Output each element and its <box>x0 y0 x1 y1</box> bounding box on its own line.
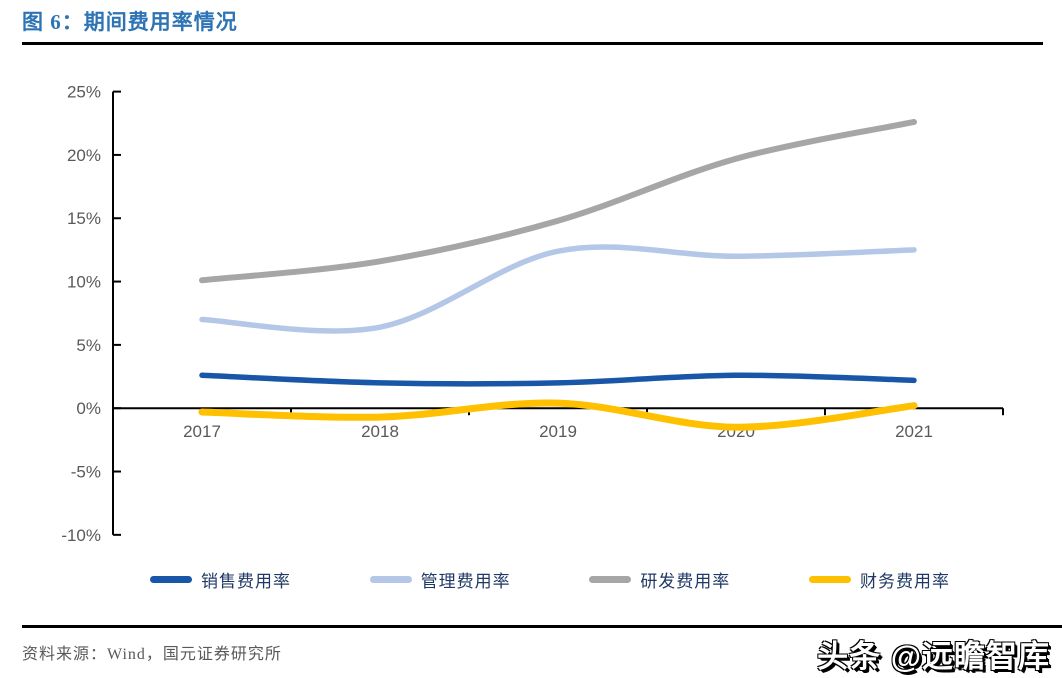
series-line-3 <box>199 118 917 284</box>
legend-label: 研发费用率 <box>640 571 731 591</box>
series-line-4 <box>198 399 918 431</box>
legend-swatch <box>369 575 412 583</box>
source-note: 资料来源：Wind，国元证券研究所 <box>22 646 282 663</box>
legend-label: 财务费用率 <box>859 571 950 591</box>
series-line-1 <box>199 372 917 387</box>
legend-item-1: 销售费用率 <box>150 567 291 592</box>
footer-divider-line <box>22 625 1062 628</box>
legend-item-4: 财务费用率 <box>808 567 950 592</box>
y-axis-tick-label: 5% <box>76 336 101 355</box>
x-axis-tick-label: 2021 <box>895 422 933 441</box>
legend-swatch <box>808 575 851 583</box>
figure-title: 图 6：期间费用率情况 <box>22 10 238 34</box>
y-axis-tick-label: 10% <box>67 273 101 292</box>
legend-item-3: 研发费用率 <box>589 567 730 592</box>
y-axis-tick-label: 20% <box>67 146 101 165</box>
legend-label: 管理费用率 <box>420 571 511 591</box>
title-divider-line <box>22 42 1043 45</box>
y-axis-tick-label: 15% <box>67 209 101 228</box>
legend-label: 销售费用率 <box>201 571 291 591</box>
x-axis-tick-label: 2019 <box>539 422 577 441</box>
watermark-toutiao: 头条 @远瞻智库 <box>817 639 1050 674</box>
x-axis-tick-label: 2017 <box>183 422 221 441</box>
legend-swatch <box>589 575 632 583</box>
legend-item-2: 管理费用率 <box>369 567 511 592</box>
chart-legend: 销售费用率 管理费用率 研发费用率 财务费用率 <box>150 566 950 592</box>
legend-swatch <box>150 575 192 583</box>
y-axis-tick-label: 0% <box>76 399 101 418</box>
x-axis-tick-label: 2018 <box>361 422 399 441</box>
y-axis-tick-label: -5% <box>71 463 101 482</box>
y-axis-tick-label: 25% <box>67 83 101 102</box>
y-axis-tick-label: -10% <box>61 526 101 545</box>
series-line-2 <box>199 244 917 334</box>
